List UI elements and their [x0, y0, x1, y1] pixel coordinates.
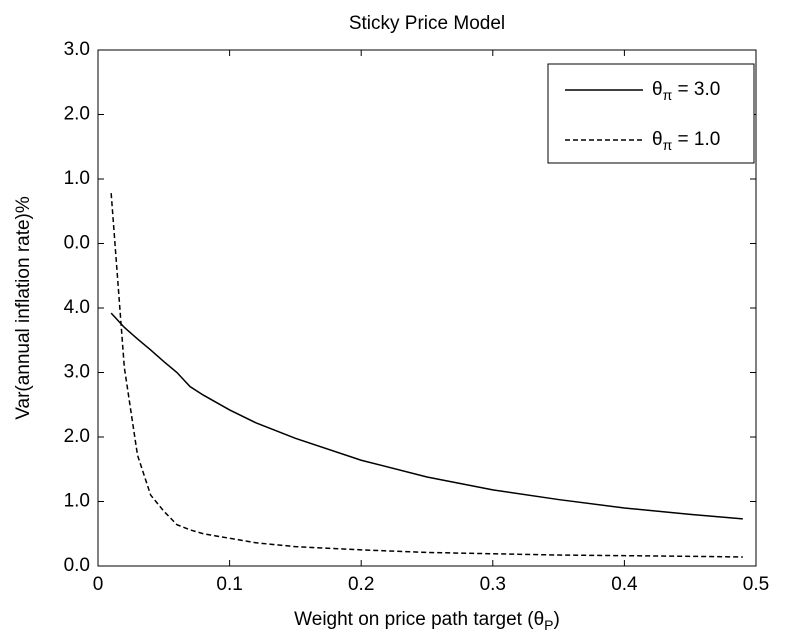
- y-tick-label: 3.0: [64, 39, 90, 60]
- legend-box: [547, 63, 755, 164]
- y-tick-label: 0.0: [64, 233, 90, 254]
- y-tick-label: 4.0: [64, 297, 90, 318]
- y-axis-label: Var(annual inflation rate)%: [13, 196, 34, 420]
- y-tick-label: 1.0: [64, 168, 90, 189]
- x-tick-label: 0.1: [216, 574, 242, 595]
- x-tick-label: 0.2: [348, 574, 374, 595]
- x-axis-label: Weight on price path target (θP): [294, 609, 560, 633]
- line-series: [110, 312, 743, 520]
- y-tick-label: 0.0: [64, 555, 90, 576]
- y-tick-label: 1.0: [64, 491, 90, 512]
- x-tick-label: 0.5: [743, 574, 769, 595]
- y-tick-label: 2.0: [64, 426, 90, 447]
- legend-label: θπ = 3.0: [652, 79, 720, 103]
- x-tick-label: 0: [93, 574, 104, 595]
- y-tick-label: 2.0: [64, 104, 90, 125]
- line-series: [110, 193, 743, 558]
- chart-title: Sticky Price Model: [349, 13, 505, 34]
- x-tick-label: 0.3: [480, 574, 506, 595]
- y-tick-label: 3.0: [64, 362, 90, 383]
- legend-label: θπ = 1.0: [652, 129, 720, 153]
- x-tick-label: 0.4: [611, 574, 638, 595]
